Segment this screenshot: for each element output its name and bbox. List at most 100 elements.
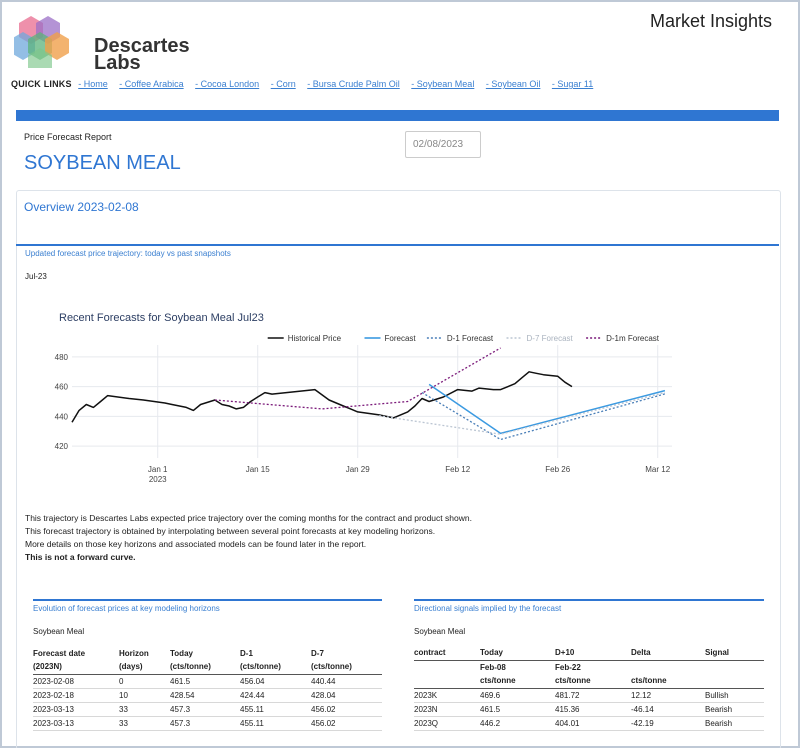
- note-line-4: This is not a forward curve.: [25, 552, 136, 562]
- table-cell: 461.5: [480, 702, 555, 717]
- table-cell: 455.11: [240, 702, 311, 717]
- quick-link-coffee-arabica[interactable]: - Coffee Arabica: [119, 79, 184, 89]
- table-row: 2023Q 446.2 404.01 -42.19 Bearish: [414, 716, 764, 731]
- trajectory-notes: This trajectory is Descartes Labs expect…: [25, 512, 472, 564]
- signals-subheader-row: cts/tonne cts/tonne cts/tonne: [414, 674, 764, 689]
- table-cell: 0: [119, 674, 170, 689]
- table-cell: 455.11: [240, 716, 311, 731]
- quick-link-soybean-oil[interactable]: - Soybean Oil: [485, 79, 541, 89]
- table-cell: 428.54: [170, 688, 240, 703]
- horizons-subheader: (cts/tonne): [240, 660, 311, 675]
- series-d-1m-forecast-line: [214, 347, 501, 410]
- chart-grid: [72, 345, 672, 458]
- horizons-title: Evolution of forecast prices at key mode…: [33, 604, 220, 613]
- table-cell: 33: [119, 702, 170, 717]
- table-cell: 469.6: [480, 688, 555, 703]
- signals-header-row: contract Today D+10 Delta Signal: [414, 646, 764, 660]
- x-tick-label: Jan 1: [148, 465, 168, 474]
- signals-subheader: Feb-08: [480, 659, 555, 674]
- overview-title: Overview 2023-02-08: [24, 200, 139, 214]
- horizons-divider: [33, 599, 382, 601]
- signals-subheader: [414, 674, 480, 689]
- quick-link-sugar-11[interactable]: - Sugar 11: [551, 79, 594, 89]
- signals-header: contract: [414, 648, 446, 658]
- quick-link-cocoa-london[interactable]: - Cocoa London: [195, 79, 260, 89]
- quick-link-soybean-meal[interactable]: - Soybean Meal: [411, 79, 475, 89]
- table-cell: -46.14: [631, 702, 705, 717]
- table-row: 2023N 461.5 415.36 -46.14 Bearish: [414, 702, 764, 717]
- table-cell: 415.36: [555, 702, 631, 717]
- table-cell: Bullish: [705, 688, 764, 703]
- horizons-subheader: (cts/tonne): [311, 660, 382, 675]
- signals-subheader: cts/tonne: [555, 674, 631, 689]
- app-title: Market Insights: [649, 11, 772, 31]
- quick-link-bursa-crude-palm-oil[interactable]: - Bursa Crude Palm Oil: [307, 79, 400, 89]
- x-tick-label: Feb 26: [545, 465, 570, 474]
- legend-label: D-1m Forecast: [606, 334, 660, 343]
- series-d-7-forecast-line: [379, 391, 666, 435]
- signals-header: Signal: [705, 648, 730, 658]
- report-label: Price Forecast Report: [24, 132, 112, 142]
- table-cell: 2023-02-18: [33, 688, 119, 703]
- table-cell: 428.04: [311, 688, 382, 703]
- x-tick-label: Mar 12: [645, 465, 670, 474]
- table-cell: 456.04: [240, 674, 311, 689]
- quick-link-corn[interactable]: - Corn: [270, 79, 296, 89]
- quick-link-home[interactable]: - Home: [78, 79, 108, 89]
- signals-subheader: Feb-22: [555, 659, 631, 674]
- quick-links-nav: QUICK LINKS - Home - Coffee Arabica - Co…: [11, 79, 602, 89]
- series-forecast-line: [428, 383, 666, 435]
- horizons-table: Forecast date Horizon Today D-1 D-7 (202…: [33, 646, 382, 731]
- series-historical-price-line: [71, 371, 573, 423]
- signals-subheader: [631, 659, 705, 674]
- y-tick-label: 440: [55, 412, 69, 421]
- table-cell: 12.12: [631, 688, 705, 703]
- table-cell: 33: [119, 716, 170, 731]
- table-row: 2023-03-13 33 457.3 455.11 456.02: [33, 716, 382, 731]
- brand-logo[interactable]: Descartes Labs: [11, 14, 190, 73]
- horizons-subheader: (2023N): [33, 660, 119, 675]
- signals-title: Directional signals implied by the forec…: [414, 604, 562, 613]
- table-row: 2023K 469.6 481.72 12.12 Bullish: [414, 688, 764, 703]
- chart-series: [71, 347, 666, 441]
- signals-header: Today: [480, 648, 503, 658]
- table-row: 2023-03-13 33 457.3 455.11 456.02: [33, 702, 382, 717]
- brand-line-1: Descartes: [94, 35, 190, 57]
- table-cell: Bearish: [705, 702, 764, 717]
- table-cell: 457.3: [170, 716, 240, 731]
- header-divider: [16, 110, 779, 121]
- horizons-header-row: Forecast date Horizon Today D-1 D-7: [33, 646, 382, 660]
- table-cell: 446.2: [480, 716, 555, 731]
- signals-subheader: cts/tonne: [631, 674, 705, 689]
- table-cell: 424.44: [240, 688, 311, 703]
- horizons-header: Today: [170, 648, 193, 658]
- x-tick-label: Jan 29: [346, 465, 371, 474]
- logo-hexagons-icon: [11, 16, 69, 68]
- table-cell: 2023Q: [414, 716, 480, 731]
- chart-title: Recent Forecasts for Soybean Meal Jul23: [59, 312, 264, 324]
- note-line-2: This forecast trajectory is obtained by …: [25, 526, 436, 536]
- table-cell: 404.01: [555, 716, 631, 731]
- table-cell: 457.3: [170, 702, 240, 717]
- report-date-input[interactable]: [405, 131, 481, 158]
- table-row: 2023-02-08 0 461.5 456.04 440.44: [33, 674, 382, 689]
- table-row: 2023-02-18 10 428.54 424.44 428.04: [33, 688, 382, 703]
- legend-label: Historical Price: [288, 334, 342, 343]
- table-cell: 456.02: [311, 702, 382, 717]
- signals-commodity: Soybean Meal: [414, 627, 466, 636]
- horizons-header: D-7: [311, 648, 324, 658]
- horizons-subheader-row: (2023N) (days) (cts/tonne) (cts/tonne) (…: [33, 660, 382, 675]
- horizons-subheader: (cts/tonne): [170, 660, 240, 675]
- table-cell: 10: [119, 688, 170, 703]
- horizons-header: Forecast date: [33, 648, 86, 658]
- y-axis-ticks: 420 440 460 480: [55, 353, 69, 451]
- table-cell: 2023K: [414, 688, 480, 703]
- brand-name: Descartes Labs: [94, 35, 190, 73]
- horizons-header: Horizon: [119, 648, 149, 658]
- signals-subheader: [705, 674, 764, 689]
- signals-subheader: cts/tonne: [480, 674, 555, 689]
- y-tick-label: 420: [55, 442, 69, 451]
- table-cell: -42.19: [631, 716, 705, 731]
